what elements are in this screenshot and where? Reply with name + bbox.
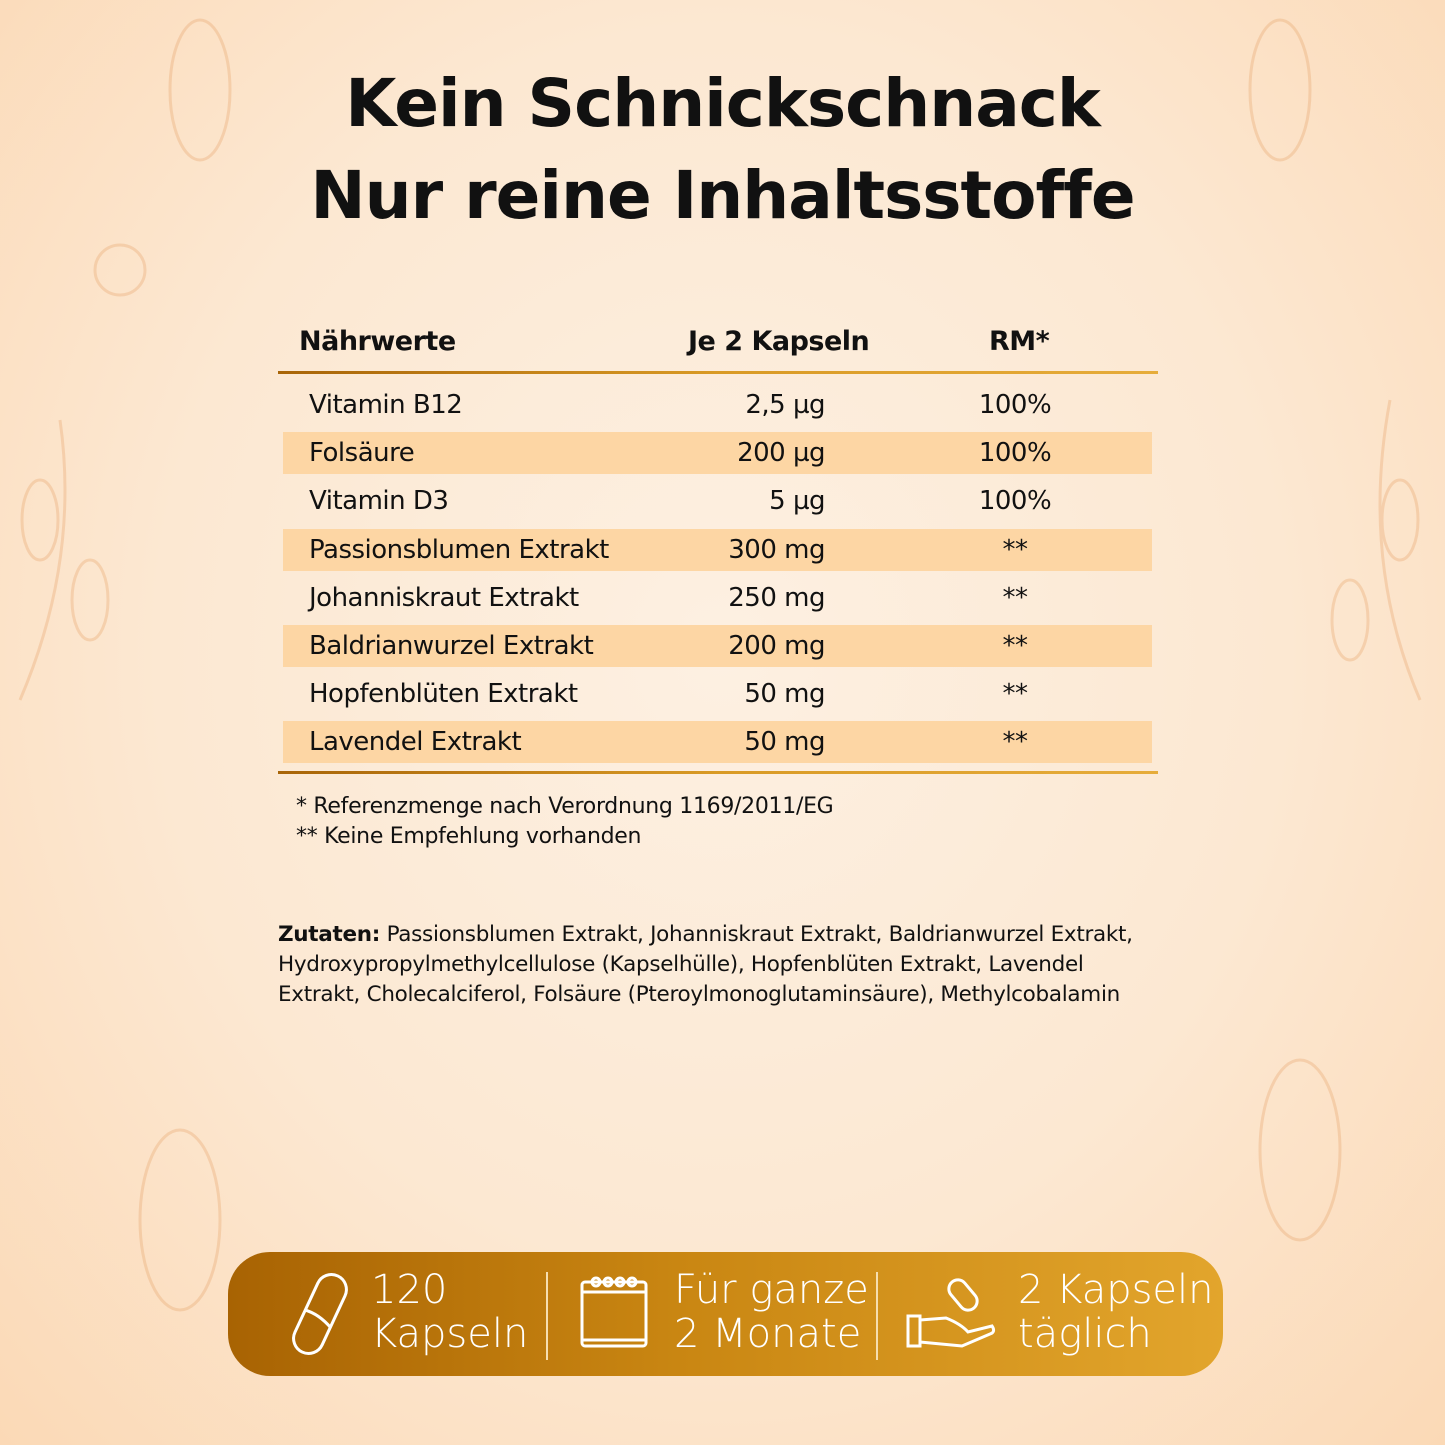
table-top-rule [278, 371, 1158, 374]
capsule-icon [292, 1273, 348, 1355]
title-line-1: Kein Schnickschnack [345, 65, 1101, 142]
title-line-2: Nur reine Inhaltsstoffe [310, 157, 1135, 234]
nutrient-amount: 250 mg [728, 582, 825, 613]
table-bottom-rule [278, 771, 1158, 774]
nutrient-rm: ** [1002, 727, 1029, 758]
nutrient-amount: 50 mg [744, 727, 825, 758]
footnote-2: ** Keine Empfehlung vorhanden [296, 824, 642, 849]
ingredients: Zutaten: Passionsblumen Extrakt, Johanni… [278, 920, 1158, 1010]
banner-capsules-line1: 120 [371, 1267, 448, 1313]
table-row: Folsäure 200 µg 100% [283, 432, 1152, 475]
nutrient-amount: 300 mg [728, 534, 825, 565]
nutrient-name: Johanniskraut Extrakt [309, 582, 579, 613]
nutrient-name: Hopfenblüten Extrakt [309, 679, 578, 710]
table-row: Lavendel Extrakt 50 mg ** [283, 721, 1152, 764]
nutrient-rm: ** [1002, 534, 1029, 565]
divider [876, 1272, 878, 1360]
info-banner: 120 Kapseln Für ganze 2 Monate 2 Kapseln tä… [228, 1252, 1223, 1376]
nutrient-rm: ** [1002, 582, 1029, 613]
banner-dosage-line2: täglich [1018, 1311, 1152, 1357]
banner-capsules-line2: Kapseln [371, 1311, 529, 1357]
banner-duration: Für ganze 2 Monate [674, 1268, 869, 1356]
nutrient-amount: 200 µg [737, 438, 825, 469]
banner-duration-line2: 2 Monate [674, 1311, 862, 1357]
divider [546, 1272, 548, 1360]
nutrient-name: Vitamin B12 [309, 390, 463, 420]
banner-capsules: 120 Kapseln [371, 1268, 528, 1356]
nutrient-amount: 50 mg [744, 679, 825, 710]
nutrient-name: Lavendel Extrakt [309, 727, 522, 758]
nutrient-name: Folsäure [309, 438, 415, 469]
nutrient-name: Baldrianwurzel Extrakt [309, 631, 594, 661]
nutrient-amount: 2,5 µg [745, 390, 825, 420]
table-row: Johanniskraut Extrakt 250 mg ** [283, 577, 1152, 619]
footnote-1: * Referenzmenge nach Verordnung 1169/201… [296, 794, 834, 819]
table-row: Vitamin B12 2,5 µg 100% [283, 384, 1152, 426]
hand-capsule-icon [906, 1278, 996, 1348]
nutrient-rm: 100% [978, 390, 1052, 420]
table-row: Baldrianwurzel Extrakt 200 mg ** [283, 625, 1152, 667]
calendar-icon [580, 1276, 648, 1348]
header-naehrwerte: Nährwerte [299, 326, 456, 357]
nutrient-amount: 5 µg [769, 486, 825, 517]
table-row: Passionsblumen Extrakt 300 mg ** [283, 528, 1152, 571]
nutrient-rm: ** [1002, 631, 1029, 661]
nutrient-name: Passionsblumen Extrakt [309, 534, 609, 565]
nutrient-rm: 100% [978, 486, 1052, 517]
banner-dosage-line1: 2 Kapseln [1018, 1267, 1214, 1313]
ingredients-label: Zutaten: [278, 922, 381, 947]
nutrient-name: Vitamin D3 [309, 486, 449, 517]
header-amount: Je 2 Kapseln [688, 326, 870, 357]
ingredients-text: Passionsblumen Extrakt, Johanniskraut Ex… [278, 922, 1133, 1007]
table-row: Vitamin D3 5 µg 100% [283, 480, 1152, 522]
nutrient-rm: ** [1002, 679, 1029, 710]
table-row: Hopfenblüten Extrakt 50 mg ** [283, 673, 1152, 715]
nutrient-rm: 100% [978, 438, 1052, 469]
banner-dosage: 2 Kapseln täglich [1018, 1268, 1214, 1356]
nutrient-amount: 200 mg [728, 631, 825, 661]
banner-duration-line1: Für ganze [674, 1267, 869, 1313]
header-rm: RM* [989, 326, 1050, 357]
